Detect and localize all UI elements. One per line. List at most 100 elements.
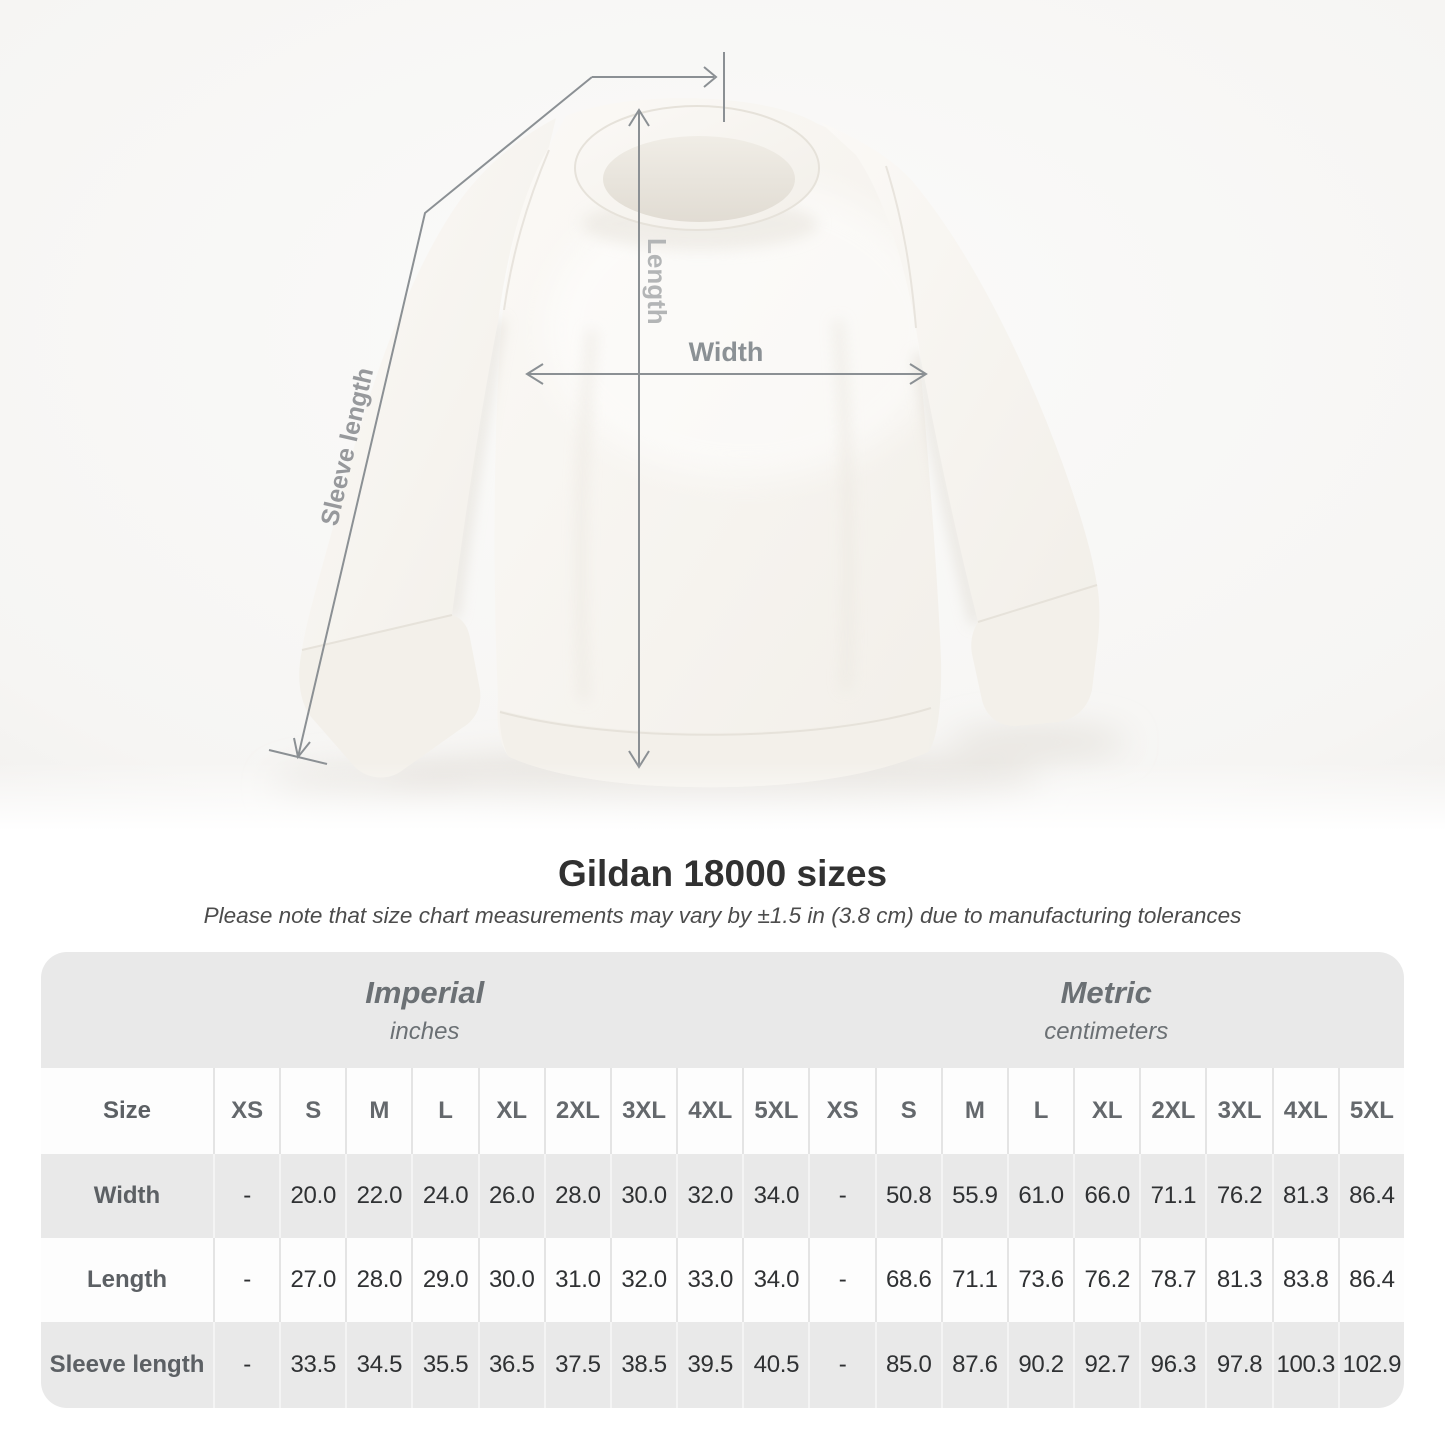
size-header-cell: 5XL	[742, 1068, 809, 1154]
measurement-value: 71.1	[1139, 1154, 1206, 1238]
length-label: Length	[642, 238, 672, 325]
left-sleeve	[302, 118, 556, 650]
measurement-value: 34.0	[742, 1154, 809, 1238]
width-arrow	[525, 363, 928, 385]
measurement-value: -	[213, 1322, 280, 1408]
measurement-value: 39.5	[676, 1322, 743, 1408]
measurement-value: -	[808, 1322, 875, 1408]
measurement-value: -	[808, 1238, 875, 1322]
measurement-value: 33.0	[676, 1238, 743, 1322]
size-column-header: Size	[41, 1068, 213, 1154]
measurement-value: -	[808, 1154, 875, 1238]
measurement-value: 27.0	[279, 1238, 346, 1322]
fabric-folds	[576, 319, 853, 701]
measurement-value: 102.9	[1337, 1322, 1404, 1408]
measurement-value: 37.5	[543, 1322, 610, 1408]
measurement-value: 22.0	[345, 1154, 412, 1238]
measure-label: Sleeve length	[41, 1322, 213, 1408]
unit-group-title: Metric	[1060, 974, 1152, 1010]
measurement-value: 36.5	[477, 1322, 544, 1408]
measurement-value: 32.0	[676, 1154, 743, 1238]
measurement-value: -	[213, 1238, 280, 1322]
measurement-value: 85.0	[874, 1322, 941, 1408]
size-header-cell: 4XL	[1271, 1068, 1338, 1154]
sleeve-end-tick	[268, 749, 328, 765]
measurement-value: 71.1	[940, 1238, 1007, 1322]
measurement-value: 38.5	[609, 1322, 677, 1408]
measurement-value: 81.3	[1271, 1154, 1338, 1238]
size-header-cell: L	[1006, 1068, 1074, 1154]
measurement-value: 55.9	[940, 1154, 1007, 1238]
measurement-value: 100.3	[1271, 1322, 1338, 1408]
unit-group-header: Imperial inches	[41, 952, 809, 1068]
measurement-value: 34.5	[345, 1322, 412, 1408]
right-sleeve	[820, 122, 1097, 622]
measurement-value: 24.0	[411, 1154, 478, 1238]
size-header-cell: XS	[808, 1068, 875, 1154]
measurement-value: 83.8	[1271, 1238, 1338, 1322]
width-label: Width	[689, 337, 764, 367]
measurement-value: 92.7	[1073, 1322, 1140, 1408]
size-header-cell: S	[874, 1068, 941, 1154]
measurement-value: 68.6	[874, 1238, 941, 1322]
measurement-value: 73.6	[1006, 1238, 1074, 1322]
measurement-value: 30.0	[477, 1238, 544, 1322]
measure-label: Width	[41, 1154, 213, 1238]
measurement-value: 35.5	[411, 1322, 478, 1408]
size-header-cell: 2XL	[1139, 1068, 1206, 1154]
left-cuff	[299, 615, 481, 778]
measurement-value: 86.4	[1337, 1154, 1404, 1238]
size-header-cell: 2XL	[543, 1068, 610, 1154]
sweatshirt-illustration	[299, 98, 1100, 788]
size-table: Imperial inches Metric centimeters Size XS S M L…	[41, 952, 1404, 1408]
unit-group-subtitle: centimeters	[1044, 1017, 1169, 1045]
armhole-seams	[503, 149, 917, 329]
measurement-value: 32.0	[609, 1238, 677, 1322]
measurement-value: 33.5	[279, 1322, 346, 1408]
measurement-value: 96.3	[1139, 1322, 1206, 1408]
measurement-value: 28.0	[345, 1238, 412, 1322]
measurement-value: 61.0	[1006, 1154, 1074, 1238]
size-header-cell: XL	[1073, 1068, 1140, 1154]
size-header-cell: 5XL	[1337, 1068, 1404, 1154]
size-header-cell: XS	[213, 1068, 280, 1154]
size-header-cell: S	[279, 1068, 346, 1154]
measurement-value: 87.6	[940, 1322, 1007, 1408]
photo-fade	[0, 762, 1445, 838]
measurement-value: 40.5	[742, 1322, 809, 1408]
measurement-value: 76.2	[1073, 1238, 1140, 1322]
size-header-cell: M	[345, 1068, 412, 1154]
measurement-value: 29.0	[411, 1238, 478, 1322]
collar	[574, 105, 820, 231]
measurement-value: 28.0	[543, 1154, 610, 1238]
sleeve-length-arrow	[297, 76, 593, 758]
measurement-value: 76.2	[1205, 1154, 1272, 1238]
measurement-value: 50.8	[874, 1154, 941, 1238]
size-header-cell: M	[940, 1068, 1007, 1154]
measurement-value: 26.0	[477, 1154, 544, 1238]
sleeve-creases	[446, 318, 983, 626]
measurement-value: 66.0	[1073, 1154, 1140, 1238]
measure-label: Length	[41, 1238, 213, 1322]
size-header-cell: 4XL	[676, 1068, 743, 1154]
size-header-cell: XL	[477, 1068, 544, 1154]
unit-group-header: Metric centimeters	[808, 952, 1404, 1068]
size-diagram: Width Length Sleeve length	[0, 0, 1445, 838]
right-cuff-seam	[977, 584, 1098, 623]
measurement-value: 81.3	[1205, 1238, 1272, 1322]
waistband-seam	[499, 707, 932, 736]
right-cuff	[971, 585, 1100, 726]
left-cuff-seam	[301, 614, 453, 651]
unit-group-title: Imperial	[365, 974, 485, 1010]
measurement-value: 78.7	[1139, 1238, 1206, 1322]
measurement-value: 30.0	[609, 1154, 677, 1238]
page-title: Gildan 18000 sizes	[557, 853, 888, 894]
size-header-cell: 3XL	[609, 1068, 677, 1154]
measurement-value: 31.0	[543, 1238, 610, 1322]
measurement-value: 86.4	[1337, 1238, 1404, 1322]
measurement-value: 20.0	[279, 1154, 346, 1238]
measurement-value: 97.8	[1205, 1322, 1272, 1408]
center-back-arrow	[592, 66, 718, 88]
size-header-cell: L	[411, 1068, 478, 1154]
